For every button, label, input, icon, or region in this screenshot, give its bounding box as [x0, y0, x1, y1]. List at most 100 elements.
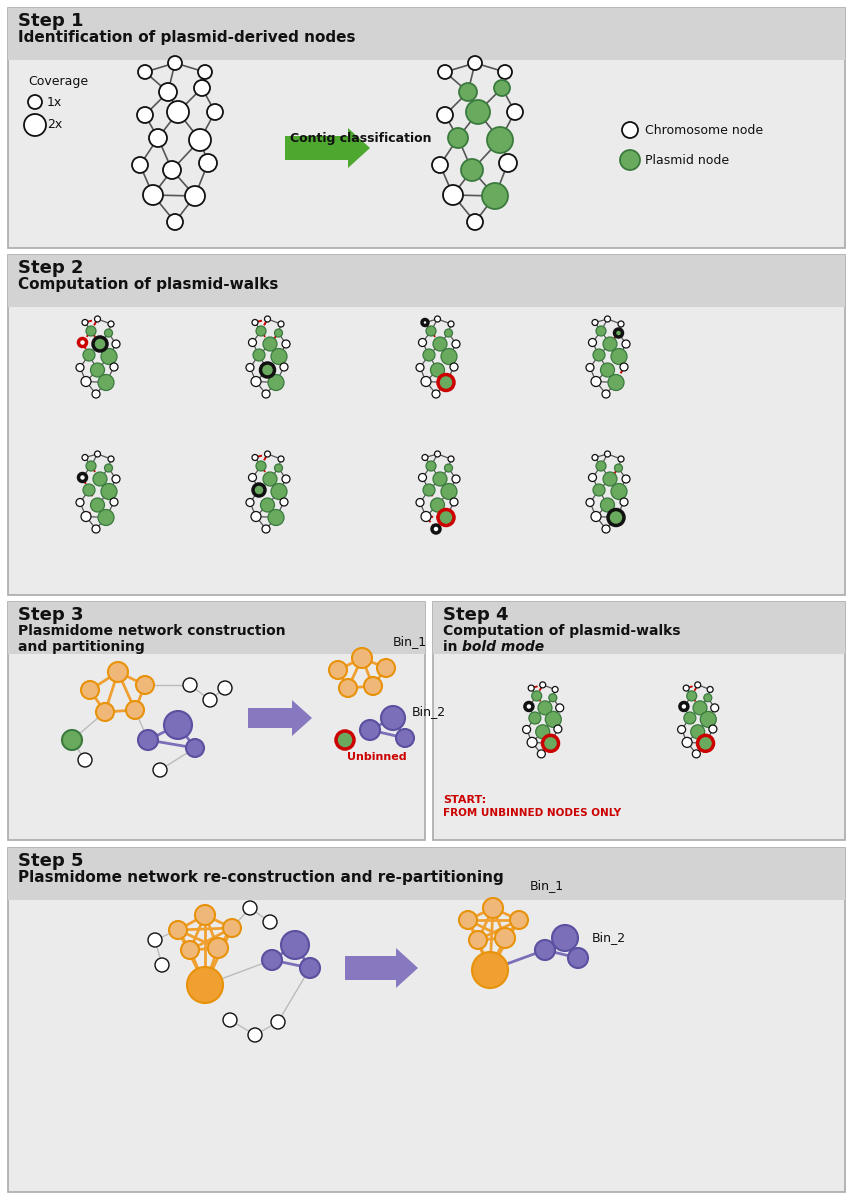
Circle shape [92, 526, 100, 533]
Circle shape [105, 464, 112, 472]
Circle shape [260, 362, 274, 377]
Circle shape [268, 510, 284, 526]
Circle shape [76, 364, 83, 372]
Circle shape [621, 475, 630, 482]
Circle shape [437, 374, 453, 390]
Circle shape [524, 702, 532, 710]
Polygon shape [248, 700, 312, 736]
Circle shape [542, 736, 558, 751]
Circle shape [619, 362, 627, 371]
Circle shape [679, 702, 687, 710]
Circle shape [126, 701, 144, 719]
Circle shape [710, 704, 718, 712]
FancyBboxPatch shape [433, 602, 844, 654]
Circle shape [262, 526, 270, 533]
Polygon shape [285, 128, 370, 168]
Circle shape [218, 680, 232, 695]
Circle shape [683, 712, 695, 724]
Circle shape [282, 475, 290, 482]
Circle shape [24, 114, 46, 136]
Circle shape [279, 498, 288, 506]
Circle shape [78, 754, 92, 767]
Circle shape [279, 362, 288, 371]
Text: START:: START: [442, 794, 486, 805]
Text: Coverage: Coverage [28, 74, 88, 88]
Circle shape [274, 464, 282, 472]
Circle shape [377, 659, 394, 677]
Circle shape [708, 725, 716, 733]
Circle shape [418, 338, 426, 347]
Circle shape [697, 736, 712, 751]
Circle shape [155, 958, 169, 972]
Circle shape [555, 704, 563, 712]
Circle shape [168, 56, 181, 70]
Circle shape [444, 329, 452, 337]
Circle shape [158, 83, 177, 101]
Circle shape [222, 919, 241, 937]
Circle shape [138, 65, 152, 79]
Circle shape [338, 679, 357, 697]
Circle shape [527, 737, 537, 748]
FancyBboxPatch shape [8, 8, 844, 60]
Circle shape [105, 329, 112, 337]
Circle shape [613, 329, 622, 337]
Text: Step 2: Step 2 [18, 259, 83, 277]
Circle shape [278, 456, 284, 462]
Circle shape [207, 104, 222, 120]
Text: Bin_2: Bin_2 [591, 931, 625, 944]
Text: Bin_1: Bin_1 [393, 635, 427, 648]
Circle shape [82, 455, 88, 461]
Circle shape [208, 938, 227, 958]
Circle shape [112, 340, 120, 348]
Circle shape [86, 326, 96, 336]
Circle shape [169, 922, 187, 938]
Circle shape [447, 128, 468, 148]
Circle shape [138, 730, 158, 750]
Circle shape [436, 107, 452, 122]
Circle shape [300, 958, 320, 978]
Circle shape [585, 498, 593, 506]
Circle shape [81, 511, 91, 522]
Circle shape [682, 737, 691, 748]
Circle shape [506, 104, 522, 120]
Circle shape [619, 150, 639, 170]
Circle shape [509, 911, 527, 929]
Circle shape [271, 1015, 285, 1028]
Circle shape [434, 316, 440, 322]
Text: Step 5: Step 5 [18, 852, 83, 870]
Text: 2x: 2x [47, 119, 62, 132]
FancyBboxPatch shape [8, 848, 844, 1192]
Circle shape [538, 701, 551, 715]
Circle shape [364, 677, 382, 695]
Circle shape [706, 686, 712, 692]
Circle shape [92, 390, 100, 398]
Circle shape [481, 182, 508, 209]
FancyBboxPatch shape [433, 602, 844, 840]
Circle shape [187, 967, 222, 1003]
Circle shape [148, 934, 162, 947]
Circle shape [440, 348, 457, 365]
Circle shape [243, 901, 256, 914]
Circle shape [421, 377, 430, 386]
Circle shape [544, 712, 561, 727]
Circle shape [251, 319, 257, 325]
Circle shape [548, 694, 556, 702]
Circle shape [423, 349, 435, 361]
Circle shape [329, 661, 347, 679]
Circle shape [98, 374, 114, 390]
Circle shape [676, 726, 685, 733]
Circle shape [418, 474, 426, 481]
Circle shape [167, 214, 183, 230]
Circle shape [431, 390, 440, 398]
Circle shape [444, 464, 452, 472]
Circle shape [602, 337, 616, 350]
Circle shape [78, 474, 86, 481]
Text: Step 4: Step 4 [442, 606, 508, 624]
Circle shape [690, 725, 704, 739]
Circle shape [592, 349, 604, 361]
Circle shape [596, 326, 605, 336]
Circle shape [108, 320, 114, 326]
Circle shape [153, 763, 167, 778]
Circle shape [697, 736, 712, 751]
Circle shape [468, 56, 481, 70]
